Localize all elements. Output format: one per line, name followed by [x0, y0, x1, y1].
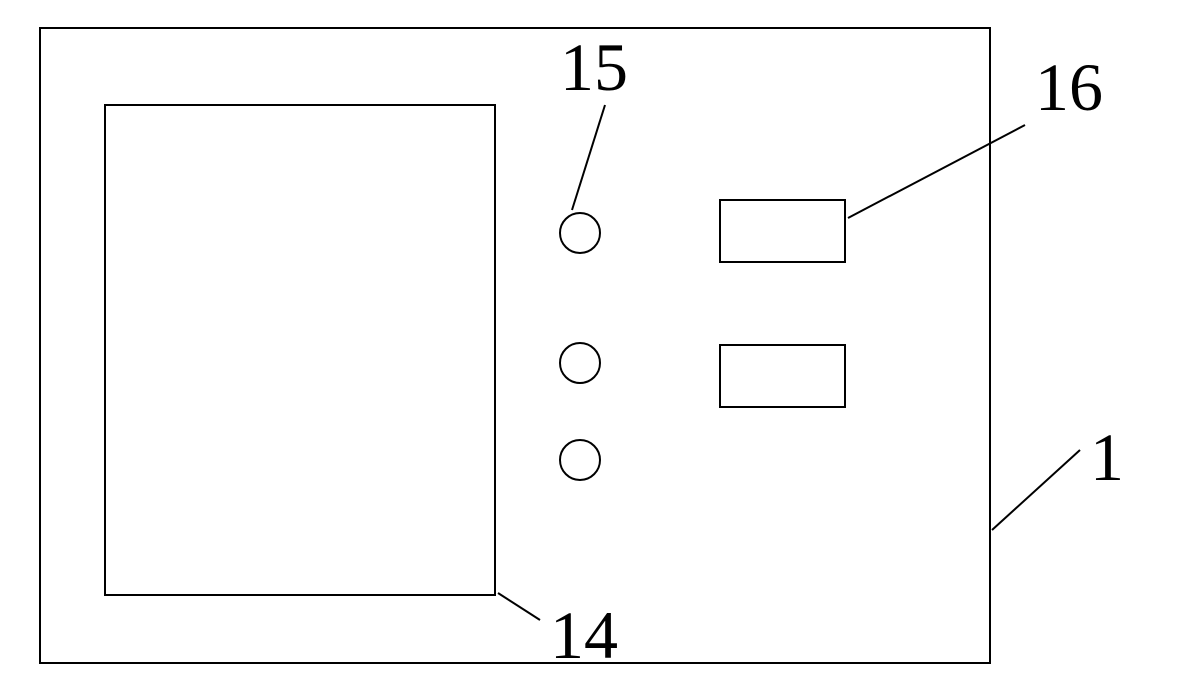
- small-rect-1: [720, 345, 845, 407]
- circle-1: [560, 343, 600, 383]
- circle-2: [560, 440, 600, 480]
- label-1: 1: [1090, 419, 1124, 495]
- leader-15: [572, 105, 605, 210]
- circle-0: [560, 213, 600, 253]
- leader-1: [992, 450, 1080, 530]
- small-rect-0: [720, 200, 845, 262]
- label-14: 14: [550, 597, 618, 673]
- leader-14: [498, 593, 540, 620]
- label-16: 16: [1035, 49, 1103, 125]
- outer-panel: [40, 28, 990, 663]
- label-15: 15: [560, 29, 628, 105]
- leader-16: [848, 125, 1025, 218]
- inner-panel: [105, 105, 495, 595]
